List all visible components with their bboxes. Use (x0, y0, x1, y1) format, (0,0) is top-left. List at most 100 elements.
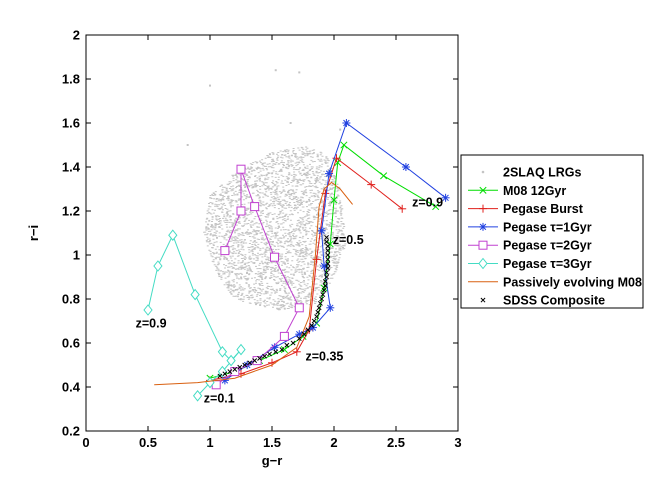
data-point (322, 283, 328, 289)
legend-entry: Passively evolving M08 (468, 275, 642, 289)
data-point (367, 180, 376, 189)
data-point (316, 305, 322, 311)
data-point (267, 351, 272, 357)
legend-label: Pegase Burst (503, 202, 584, 216)
data-point (143, 304, 153, 316)
y-tick-label: 1.8 (62, 72, 80, 87)
y-tick-label: 1.4 (62, 160, 81, 175)
x-tick-label: 0 (82, 435, 89, 450)
series-6 (154, 181, 353, 386)
data-point (479, 222, 487, 231)
legend-entry: M08 12Gyr (468, 184, 566, 198)
series-line (224, 122, 446, 381)
lrg-outlier (289, 122, 292, 124)
data-point (321, 287, 327, 293)
data-point (279, 347, 285, 353)
y-tick-label: 1 (73, 248, 80, 263)
data-point (480, 297, 486, 303)
legend: 2SLAQ LRGs M08 12Gyr Pegase Burst Pegase τ=… (460, 154, 644, 309)
x-tick-label: 1 (206, 435, 213, 450)
data-point (479, 186, 487, 194)
data-point (279, 331, 289, 341)
data-point (479, 204, 487, 213)
data-point (237, 364, 243, 370)
data-point (190, 288, 200, 301)
x-tick-label: 2 (330, 435, 337, 450)
annotations: z=0.9 z=0.1 z=0.35 z=0.5 z=0.9 (136, 196, 443, 406)
data-point (217, 373, 223, 379)
data-point (319, 296, 325, 302)
data-point (236, 206, 246, 216)
data-point (227, 369, 233, 375)
data-point (340, 141, 348, 149)
data-point (192, 389, 203, 402)
legend-label: 2SLAQ LRGs (503, 166, 582, 180)
data-point (325, 252, 331, 258)
legend-entry: Pegase Burst (468, 202, 584, 216)
y-tick-label: 1.6 (62, 116, 80, 131)
data-point (325, 261, 331, 267)
legend-label: Passively evolving M08 (503, 275, 642, 289)
legend-label: Pegase τ=2Gyr (503, 239, 592, 253)
legend-label: Pegase τ=1Gyr (503, 220, 592, 234)
data-point (324, 274, 329, 280)
data-point (269, 252, 279, 262)
lrg-cloud-points (203, 146, 347, 311)
data-point (320, 292, 326, 298)
data-point (252, 358, 258, 364)
data-point (401, 163, 410, 171)
data-point (294, 303, 304, 313)
data-point (314, 314, 320, 320)
data-point (325, 169, 334, 178)
series-line (154, 181, 353, 386)
data-point (325, 256, 331, 262)
data-point (478, 257, 488, 270)
data-point (273, 349, 279, 355)
data-point (222, 371, 228, 377)
legend-entry: Pegase τ=2Gyr (468, 239, 592, 253)
legend-entry: Pegase τ=1Gyr (468, 220, 592, 234)
data-point (325, 265, 331, 271)
lrg-outlier (186, 144, 189, 146)
data-point (311, 318, 317, 324)
legend-entry: Pegase τ=3Gyr (468, 257, 592, 271)
data-point (315, 309, 321, 315)
axes: 0 0.5 1 1.5 2 2.5 3 0.2 0.4 0.6 0.8 1 1.2 1.4 1.6 1.8 2 (62, 28, 462, 451)
data-point (322, 278, 328, 284)
y-axis-label: r−i (26, 225, 41, 241)
redshift-annotation: z=0.5 (333, 233, 364, 247)
y-tick-label: 2 (73, 28, 80, 43)
x-tick-label: 2.5 (387, 435, 405, 450)
x-tick-label: 3 (454, 435, 461, 450)
legend-label: M08 12Gyr (503, 184, 566, 198)
data-point (236, 164, 246, 174)
data-point (262, 353, 267, 359)
data-point (284, 342, 290, 348)
y-tick-label: 0.2 (62, 424, 80, 439)
lrg-outlier (298, 71, 301, 74)
data-point (220, 246, 230, 256)
data-point (247, 360, 253, 366)
series-line (209, 157, 403, 381)
y-tick-label: 0.4 (62, 380, 81, 395)
x-tick-label: 0.5 (139, 435, 157, 450)
y-tick-label: 0.8 (62, 292, 80, 307)
data-point (380, 172, 388, 180)
data-point (257, 355, 263, 361)
data-point (330, 196, 338, 204)
legend-box (460, 154, 644, 309)
data-point (301, 331, 307, 337)
series-4 (211, 164, 304, 390)
redshift-annotation: z=0.1 (204, 391, 235, 405)
data-point (432, 203, 440, 211)
data-point (317, 226, 326, 235)
data-point (478, 240, 488, 250)
series-7 (217, 234, 331, 379)
redshift-annotation: z=0.9 (412, 196, 443, 210)
y-tick-label: 0.6 (62, 336, 80, 351)
data-point (217, 345, 228, 358)
series-line (147, 233, 242, 397)
data-point (292, 347, 301, 356)
lrg-outlier (209, 84, 211, 87)
data-point (296, 336, 302, 342)
